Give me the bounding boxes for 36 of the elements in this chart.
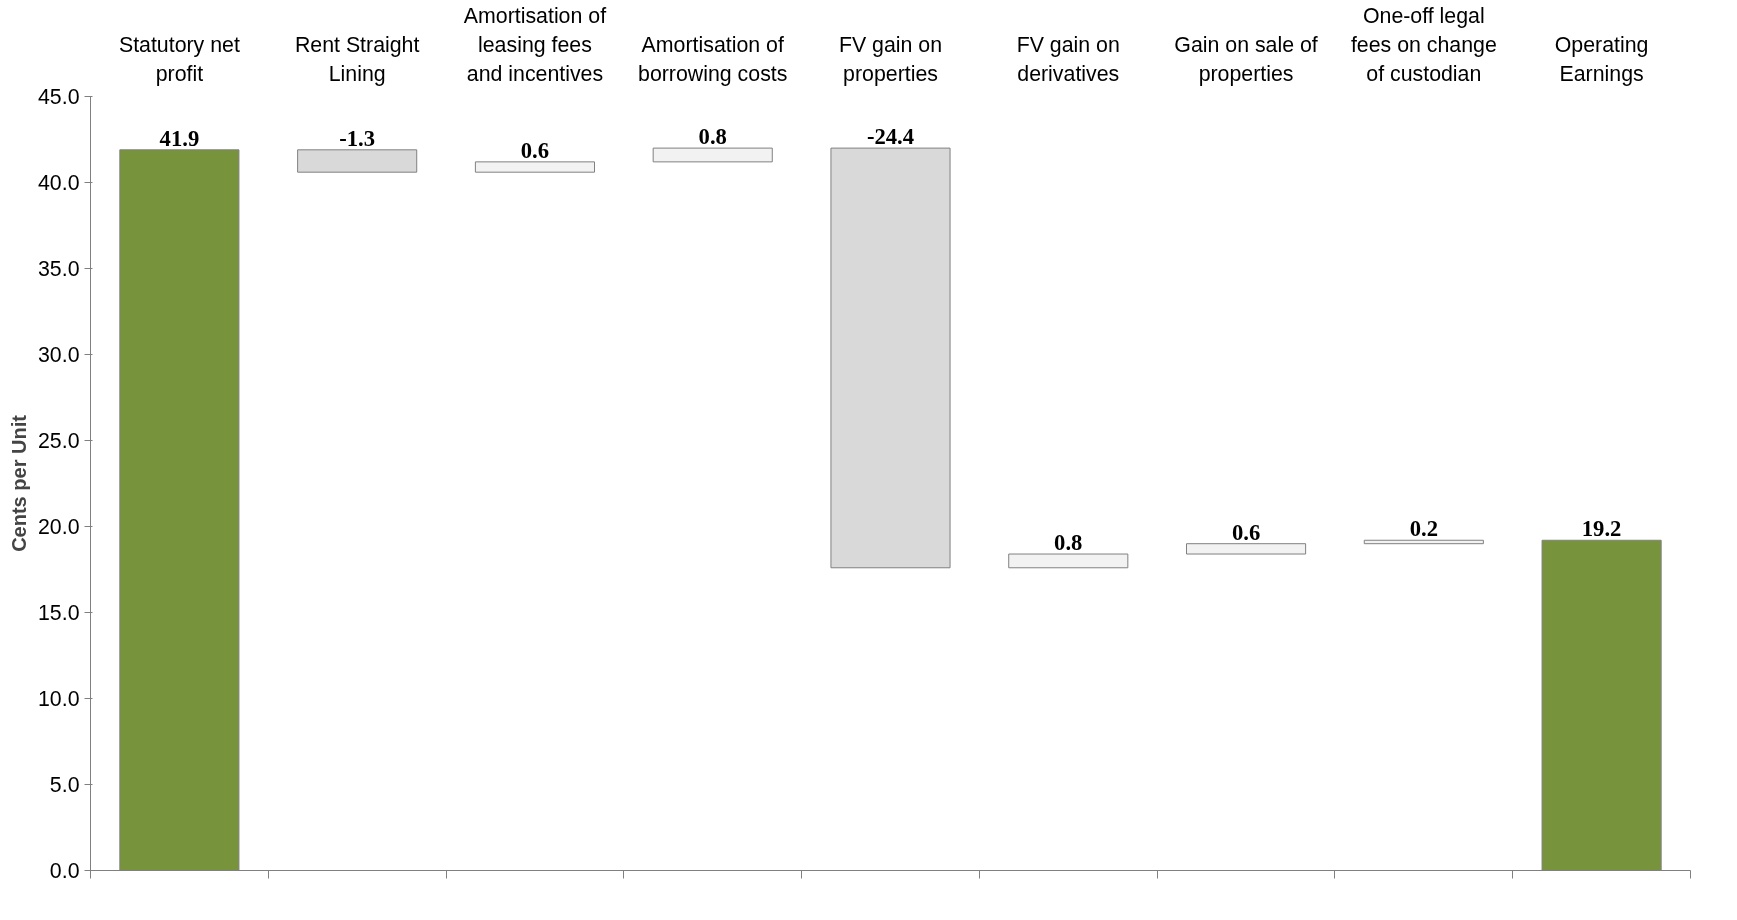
data-label: 0.8 [1054,530,1083,556]
bar [474,161,595,173]
x-tick-label: FV gain on properties [838,32,943,86]
y-axis-title: Cents per Unit [7,414,30,552]
x-tick-label: Amortisation of leasing fees and incentives [463,3,607,86]
bar [1186,543,1307,555]
data-label: -1.3 [339,125,376,151]
bar [652,147,773,163]
bar [297,149,418,173]
y-tick-label: 30.0 [37,343,80,367]
data-label: 0.6 [520,137,550,163]
data-label: 0.6 [1231,519,1261,545]
y-tick-label: 40.0 [37,171,80,195]
y-tick-label: 35.0 [37,257,80,281]
y-tick-label: 0.0 [49,859,80,883]
data-label: 19.2 [1581,516,1622,542]
bar [830,147,951,569]
data-label: 0.2 [1409,516,1438,542]
x-tick-label: Gain on sale of properties [1174,32,1318,86]
x-tick-label: Operating Earnings [1554,32,1649,86]
x-tick-label: Amortisation of borrowing costs [638,32,788,86]
bar [1363,539,1484,545]
y-tick-label: 20.0 [37,515,80,539]
y-tick-label: 10.0 [37,687,80,711]
x-tick-label: One-off legal fees on change of custodian [1350,3,1497,86]
bar [1008,553,1129,569]
x-tick-label: Rent Straight Lining [294,32,420,86]
y-tick-label: 45.0 [37,85,80,109]
x-tick-label: FV gain on derivatives [1016,32,1120,86]
x-tick-label: Statutory net profit [118,32,240,86]
y-tick-label: 5.0 [49,773,80,797]
y-tick-label: 25.0 [37,429,80,453]
data-label: -24.4 [866,124,915,150]
y-tick-label: 15.0 [37,601,80,625]
data-label: 41.9 [159,125,200,151]
data-label: 0.8 [698,124,727,150]
